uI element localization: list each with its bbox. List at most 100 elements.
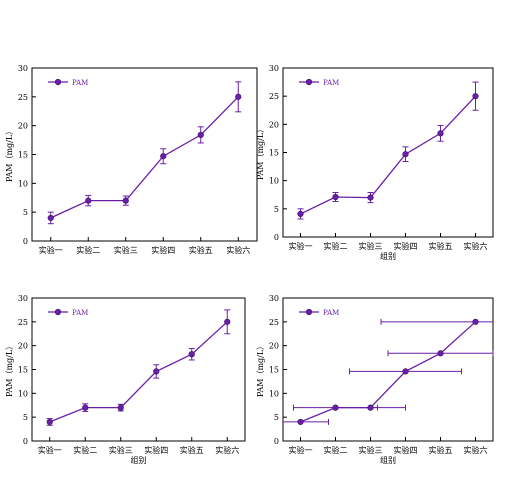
x-tick-label: 实验四 xyxy=(394,241,418,251)
legend-label: PAM xyxy=(72,309,88,317)
y-tick-label: 20 xyxy=(269,120,279,129)
y-tick-label: 5 xyxy=(274,205,279,214)
y-tick-label: 30 xyxy=(269,294,279,303)
data-point xyxy=(153,368,160,375)
data-point xyxy=(332,193,339,201)
data-point xyxy=(367,404,374,411)
x-tick-label: 实验六 xyxy=(464,445,488,455)
x-axis-label: 组别 xyxy=(380,455,396,465)
data-point xyxy=(47,214,54,222)
x-tick-label: 实验四 xyxy=(144,445,168,455)
x-tick-label: 实验二 xyxy=(324,241,348,251)
y-tick-label: 25 xyxy=(18,93,28,102)
legend-label: PAM xyxy=(323,309,339,317)
series-line xyxy=(50,96,239,219)
y-axis-label: PAM（mg/L） xyxy=(256,342,265,397)
y-tick-label: 25 xyxy=(269,318,279,327)
y-tick-label: 15 xyxy=(269,366,279,375)
y-tick-label: 25 xyxy=(18,318,28,327)
x-tick-label: 实验三 xyxy=(114,245,138,255)
series-line xyxy=(49,321,228,423)
x-axis-label: 组别 xyxy=(131,455,147,465)
legend-point-marker xyxy=(54,78,62,86)
y-tick-label: 5 xyxy=(23,413,28,422)
chart-panel-4: 0 5 10 15 20 25 30 实验一 实验二 实验三 实验四 实验五 实验六 PAM（mg/L） 组… xyxy=(256,294,494,465)
x-tick-label: 实验六 xyxy=(215,445,239,455)
data-point xyxy=(297,210,304,218)
y-tick-label: 20 xyxy=(269,342,279,351)
x-tick-label: 实验一 xyxy=(38,445,62,455)
x-tick-label: 实验三 xyxy=(109,445,133,455)
y-tick-label: 30 xyxy=(269,64,279,73)
y-tick-label: 25 xyxy=(269,92,279,101)
legend-label: PAM xyxy=(323,79,339,87)
x-tick-label: 实验五 xyxy=(180,445,204,455)
x-axis-label: 组别 xyxy=(380,251,396,261)
y-tick-label: 0 xyxy=(274,437,279,446)
x-tick-label: 实验二 xyxy=(76,245,100,255)
legend-point-marker xyxy=(305,78,313,86)
legend: PAM xyxy=(299,308,339,317)
y-tick-label: 20 xyxy=(18,342,28,351)
legend: PAM xyxy=(299,78,339,87)
y-tick-label: 15 xyxy=(269,149,279,158)
y-tick-label: 5 xyxy=(274,413,279,422)
chart-panel-1: 0 5 10 15 20 25 30 实验一 实验二 实验三 实验四 实验五 实验六 PAM（mg/L） P… xyxy=(5,64,258,255)
data-point xyxy=(235,93,242,100)
x-tick-label: 实验三 xyxy=(359,241,383,251)
data-point xyxy=(437,350,444,357)
y-tick-label: 10 xyxy=(269,177,279,186)
series-line xyxy=(300,95,476,215)
x-tick-label: 实验五 xyxy=(429,445,453,455)
chart-panel-2: 0 5 10 15 20 25 30 实验一 实验二 实验三 实验四 实验五 实验六 PAM（mg/L） 组… xyxy=(256,64,494,261)
x-tick-label: 实验二 xyxy=(73,445,97,455)
data-point xyxy=(367,194,374,201)
data-point xyxy=(472,93,479,100)
data-point xyxy=(402,368,409,375)
x-tick-label: 实验六 xyxy=(464,241,488,251)
plot-frame xyxy=(31,297,246,442)
x-tick-label: 实验六 xyxy=(226,245,250,255)
data-point xyxy=(297,418,304,426)
data-point xyxy=(188,351,195,358)
data-point xyxy=(332,404,339,411)
y-axis-label: PAM（mg/L） xyxy=(5,127,14,182)
data-point xyxy=(402,151,409,158)
data-point xyxy=(82,404,89,411)
plot-frame xyxy=(282,67,494,238)
x-tick-label: 实验二 xyxy=(324,445,348,455)
x-tick-label: 实验四 xyxy=(151,245,175,255)
data-point xyxy=(46,418,53,426)
data-point xyxy=(122,197,129,204)
data-point xyxy=(472,318,479,325)
error-bar xyxy=(283,418,329,425)
data-point xyxy=(85,197,92,204)
chart-panel-3: 0 5 10 15 20 25 30 实验一 实验二 实验三 实验四 实验五 实验六 PAM（mg/L） 组… xyxy=(5,294,246,465)
y-tick-label: 30 xyxy=(18,64,28,73)
legend: PAM xyxy=(48,308,88,317)
x-tick-label: 实验五 xyxy=(429,241,453,251)
legend-label: PAM xyxy=(72,79,88,87)
data-point xyxy=(160,153,167,160)
y-tick-label: 0 xyxy=(274,233,279,242)
data-point xyxy=(197,131,204,138)
y-tick-label: 10 xyxy=(269,389,279,398)
y-tick-label: 15 xyxy=(18,151,28,160)
y-axis-label: PAM（mg/L） xyxy=(5,342,14,397)
y-tick-label: 5 xyxy=(23,208,28,217)
y-tick-label: 10 xyxy=(18,179,28,188)
legend: PAM xyxy=(48,78,88,87)
series-line xyxy=(300,321,476,423)
x-tick-label: 实验一 xyxy=(39,245,63,255)
data-point xyxy=(437,130,444,137)
x-tick-label: 实验四 xyxy=(394,445,418,455)
y-tick-label: 15 xyxy=(18,366,28,375)
y-tick-label: 0 xyxy=(23,237,28,246)
y-tick-label: 30 xyxy=(18,294,28,303)
y-tick-label: 0 xyxy=(23,437,28,446)
legend-point-marker xyxy=(305,308,313,316)
x-tick-label: 实验五 xyxy=(189,245,213,255)
y-axis-label: PAM（mg/L） xyxy=(256,125,265,180)
x-tick-label: 实验三 xyxy=(359,445,383,455)
